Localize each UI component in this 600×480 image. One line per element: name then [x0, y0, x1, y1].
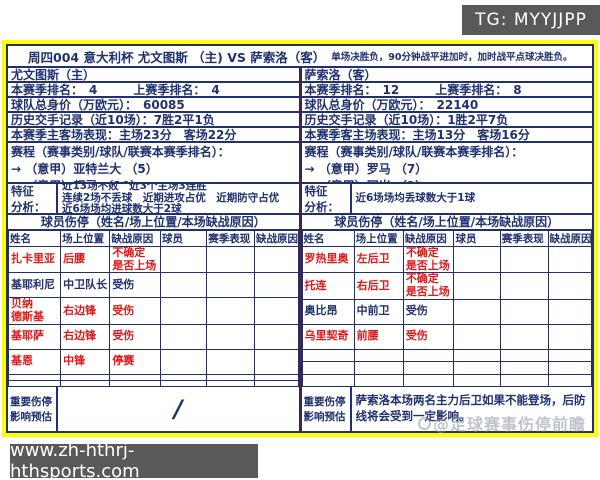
important-injury-text-home: / [173, 395, 183, 423]
telegram-badge: TG: MYYJJPP [462, 5, 600, 35]
home-away-points-home: 本赛季主客场表现：主场23分 客场22分 [8, 128, 299, 143]
feature-block-away: 特征 分析： 近6场场均丢球数大于1球 [301, 184, 593, 215]
match-title-row: 周四004 意大利杯 尤文图斯 （主) VS 萨索洛（客） 单场决胜负，90分钟… [8, 46, 592, 68]
injury-table-home: 姓名 场上位置 缺战原因 球员 赛季表现 缺战原因 扎卡里亚 后腰 不确定 是否… [7, 230, 299, 388]
injury-row: 乌里契奇 前腰 受伤 [301, 323, 593, 350]
schedule-item: → （意甲）亚特兰大 （5） [11, 162, 158, 176]
injury-table-title-away: 球员伤停（姓名/场上位置/本场缺战原因） [301, 215, 592, 230]
home-away-points-away: 本赛季客主场表现：主场13分 客场16分 [301, 128, 592, 143]
injury-row: 奥比昂 中前卫 受伤 [301, 298, 593, 325]
rank-line-home: 本赛季排名： 4 上赛季排名： 4 [8, 83, 299, 98]
schedule-item: → （意甲）国米 （1） [305, 177, 593, 182]
important-injury-text-away: 萨索洛本场两名主力后卫如果不能登场，后防线将会受到一定影响。 [355, 393, 586, 423]
important-injury-block-home: 重要伤停 影响预估 / [8, 387, 299, 431]
squad-value-away: 球队总身价（万欧元）： 22140 [301, 98, 592, 113]
website-badge: www.zh-hthrj-hthsports.com [10, 440, 258, 480]
injury-row-empty [301, 348, 593, 363]
important-injury-block-away: 重要伤停 影响预估 萨索洛本场两名主力后卫如果不能登场，后防线将会受到一定影响。 [302, 387, 593, 431]
team-panels: 尤文图斯（主） 本赛季排名： 4 上赛季排名： 4 球队总身价（万欧元）： 60… [7, 68, 593, 431]
team-panel-away: 萨索洛（客） 本赛季排名： 12 上赛季排名： 8 球队总身价（万欧元）： 22… [301, 68, 593, 431]
feature-line: 近6场场均进球数大于2球 [62, 203, 182, 213]
injury-table-title-home: 球员伤停（姓名/场上位置/本场缺战原因） [8, 215, 299, 230]
feature-text-away: 近6场场均丢球数大于1球 [352, 184, 593, 213]
match-card-frame: 周四004 意大利杯 尤文图斯 （主) VS 萨索洛（客） 单场决胜负，90分钟… [2, 40, 598, 437]
feature-line: 近13场不败 近3个主场3连胜 [62, 184, 207, 193]
schedule-block-away: 赛程（赛事类别/球队/联赛本赛季排名）： → （意甲）罗马 （7） → （意甲）… [301, 143, 593, 184]
important-injury-label: 重要伤停 影响预估 [8, 387, 58, 431]
feature-label: 特征 分析： [302, 184, 352, 214]
injury-row-empty [301, 361, 593, 375]
injury-row-empty [7, 379, 299, 388]
match-rule-note: 单场决胜负，90分钟战平进加时，加时战平点球决胜负。 [331, 52, 573, 63]
important-injury-label: 重要伤停 影响预估 [302, 387, 352, 431]
injury-header-row: 姓名 场上位置 缺战原因 球员 赛季表现 缺战原因 [301, 230, 593, 247]
team-panel-home: 尤文图斯（主） 本赛季排名： 4 上赛季排名： 4 球队总身价（万欧元）： 60… [7, 68, 299, 431]
injury-row: 基耶萨 右边锋 受伤 [7, 323, 299, 350]
feature-line: 近6场场均丢球数大于1球 [355, 191, 476, 204]
h2h-record-away: 历史交手记录（近10场）：1胜2平7负 [301, 113, 592, 128]
feature-block-home: 特征 分析： 近13场不败 近3个主场3连胜 连续2场不丢球 近期进攻占优 近期… [8, 184, 299, 215]
match-title: 周四004 意大利杯 尤文图斯 （主) VS 萨索洛（客） [28, 49, 326, 65]
panel-divider [298, 68, 302, 431]
schedule-item: → （意甲）罗马 （7） [304, 162, 428, 176]
rank-line-away: 本赛季排名： 12 上赛季排名： 8 [301, 83, 592, 98]
team-name-home: 尤文图斯（主） [8, 68, 299, 83]
schedule-title: 赛程（赛事类别/球队/联赛本赛季排名）： [11, 145, 230, 159]
match-card: 周四004 意大利杯 尤文图斯 （主) VS 萨索洛（客） 单场决胜负，90分钟… [6, 44, 594, 433]
schedule-title: 赛程（赛事类别/球队/联赛本赛季排名）： [304, 145, 524, 159]
injury-row: 贝纳 德斯基 右边锋 受伤 [7, 297, 299, 325]
injury-table-away: 姓名 场上位置 缺战原因 球员 赛季表现 缺战原因 罗热里奥 左后卫 不确定 是… [301, 230, 593, 387]
injury-row: 托连 右后卫 不确定 是否上场 [301, 272, 593, 300]
schedule-block-home: 赛程（赛事类别/球队/联赛本赛季排名）： → （意甲）亚特兰大 （5） → （意… [8, 143, 299, 184]
injury-row: 基耶利尼 中卫队长 受伤 [7, 272, 299, 299]
injury-row: 罗热里奥 左后卫 不确定 是否上场 [301, 245, 593, 274]
feature-line: 连续2场不丢球 近期进攻占优 近期防守占优 [62, 191, 280, 204]
injury-row: 基恩 中锋 停赛 [7, 348, 299, 375]
injury-row: 扎卡里亚 后腰 不确定 是否上场 [7, 245, 299, 274]
squad-value-home: 球队总身价（万欧元）： 60085 [8, 98, 299, 113]
team-name-away: 萨索洛（客） [301, 68, 592, 83]
injury-row-empty [301, 373, 593, 387]
injury-header-row: 姓名 场上位置 缺战原因 球员 赛季表现 缺战原因 [7, 230, 299, 247]
feature-label: 特征 分析： [8, 184, 58, 214]
schedule-item: → （意甲）都灵 （10） [11, 177, 299, 182]
feature-text-home: 近13场不败 近3个主场3连胜 连续2场不丢球 近期进攻占优 近期防守占优 近6… [58, 184, 299, 213]
h2h-record-home: 历史交手记录（近10场）：7胜2平1负 [8, 113, 299, 128]
